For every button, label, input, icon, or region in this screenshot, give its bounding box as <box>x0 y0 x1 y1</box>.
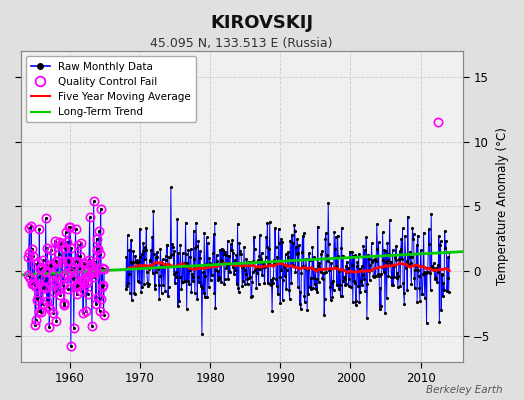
Text: Berkeley Earth: Berkeley Earth <box>427 385 503 395</box>
Text: KIROVSKIJ: KIROVSKIJ <box>211 14 313 32</box>
Y-axis label: Temperature Anomaly (°C): Temperature Anomaly (°C) <box>496 128 509 285</box>
Title: 45.095 N, 133.513 E (Russia): 45.095 N, 133.513 E (Russia) <box>150 37 333 50</box>
Legend: Raw Monthly Data, Quality Control Fail, Five Year Moving Average, Long-Term Tren: Raw Monthly Data, Quality Control Fail, … <box>26 56 196 122</box>
